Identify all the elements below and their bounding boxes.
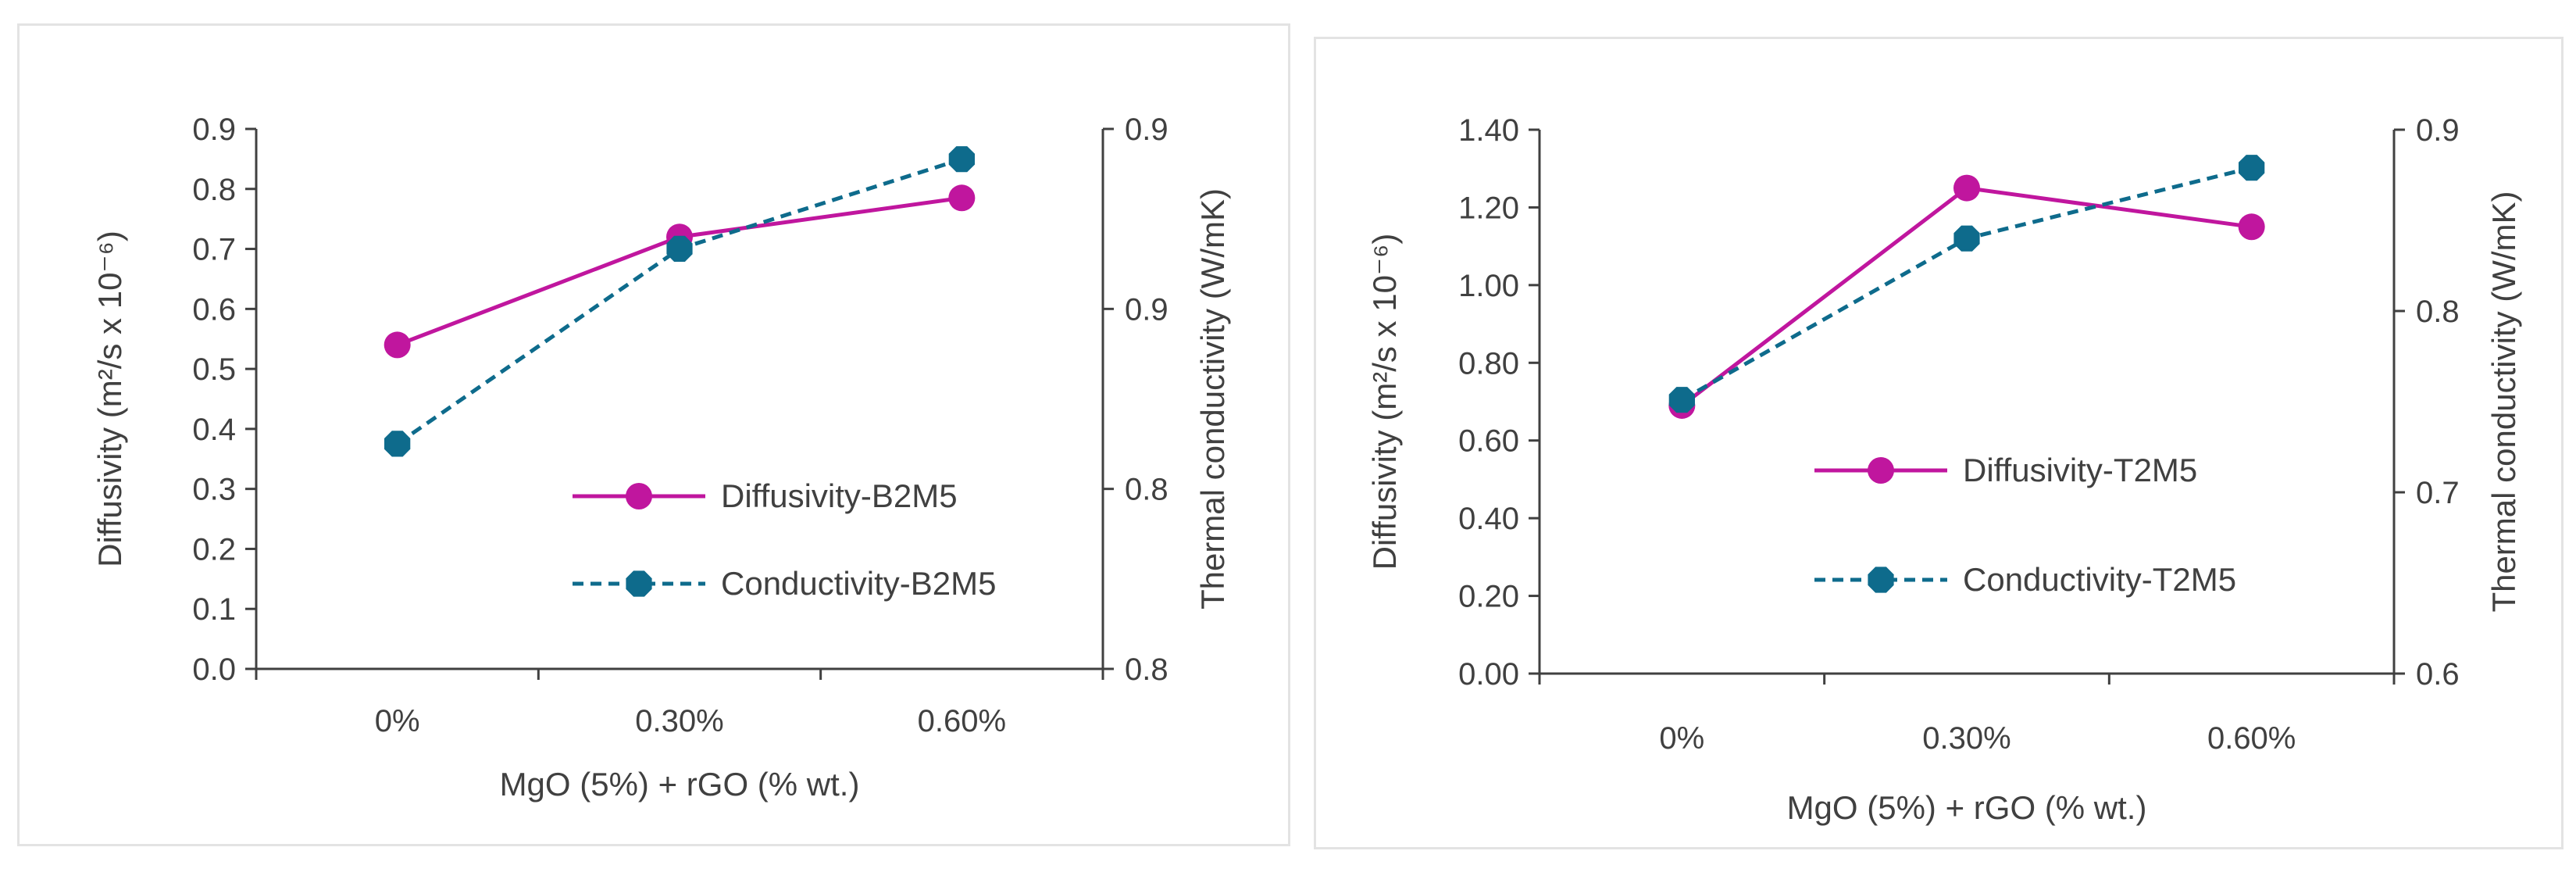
left-tick-label: 0.8 (192, 173, 236, 207)
x-tick-label: 0% (1659, 721, 1704, 756)
left-tick-label: 0.7 (192, 233, 236, 267)
x-tick-label: 0.30% (635, 704, 723, 738)
left-y-axis-title: Diffusivity (m²/s x 10⁻⁶) (1366, 234, 1403, 570)
left-tick-label: 0.5 (192, 352, 236, 387)
right-tick-label: 0.6 (2416, 657, 2460, 692)
right-y-axis-title: Thermal conductivity (W/mK) (2485, 191, 2522, 612)
left-y-axis-title: Diffusivity (m²/s x 10⁻⁶) (91, 231, 128, 567)
data-point-conductivity-b2m5 (948, 146, 975, 173)
series-line-diffusivity-t2m5 (1680, 185, 2253, 407)
x-tick-label: 0.60% (918, 704, 1006, 738)
left-tick-label: 0.4 (192, 413, 236, 447)
chart-panel-left: 0.0 0.1 0.2 0.3 0.4 0.5 0.6 0.7 0.8 0.9 0.8 0.8 0.9 0… (17, 23, 1290, 846)
left-tick-label: 0.40 (1458, 502, 1519, 536)
data-point-conductivity-b2m5 (666, 235, 693, 262)
right-tick-label: 0.7 (2416, 476, 2460, 510)
left-tick-label: 0.3 (192, 473, 236, 507)
right-y-axis-title: Thermal conductivity (W/mK) (1194, 188, 1231, 610)
data-point-conductivity-t2m5 (1668, 387, 1695, 413)
left-tick-label: 0.9 (192, 113, 236, 147)
left-tick-label: 1.20 (1458, 191, 1519, 225)
left-tick-label: 0.2 (192, 532, 236, 567)
legend-marker-diffusivity-t2m5 (1868, 457, 1894, 484)
left-tick-label: 0.00 (1458, 657, 1519, 692)
left-tick-label: 0.1 (192, 592, 236, 627)
chart-right-svg: 0.00 0.20 0.40 0.60 0.80 1.00 1.20 1.40 0.6 0.7 0.… (1366, 113, 2522, 826)
left-tick-label: 1.40 (1458, 113, 1519, 148)
right-tick-label: 0.9 (2416, 113, 2460, 148)
left-tick-label: 0.6 (192, 292, 236, 327)
left-tick-label: 0.60 (1458, 424, 1519, 459)
data-point-conductivity-t2m5 (2239, 155, 2265, 181)
left-tick-label: 1.00 (1458, 269, 1519, 303)
legend-label-diffusivity-t2m5: Diffusivity-T2M5 (1963, 452, 2197, 488)
chart-left-svg: 0.0 0.1 0.2 0.3 0.4 0.5 0.6 0.7 0.8 0.9 0.8 0.8 0.9 0… (91, 113, 1231, 803)
data-point-diffusivity-t2m5 (2238, 213, 2265, 241)
legend-label-conductivity-b2m5: Conductivity-B2M5 (721, 565, 996, 602)
legend-label-diffusivity-b2m5: Diffusivity-B2M5 (721, 477, 958, 514)
series-line-diffusivity-b2m5 (396, 195, 962, 347)
left-tick-label: 0.20 (1458, 580, 1519, 614)
series-line-conductivity-t2m5 (1681, 166, 2253, 402)
chart-panel-right: 0.00 0.20 0.40 0.60 0.80 1.00 1.20 1.40 0.6 0.7 0.… (1314, 37, 2564, 849)
right-tick-label: 0.9 (1125, 113, 1168, 147)
legend-marker-conductivity-b2m5 (626, 570, 652, 597)
x-tick-label: 0.60% (2207, 721, 2296, 756)
x-axis-title: MgO (5%) + rGO (% wt.) (1787, 789, 2147, 826)
x-tick-label: 0.30% (1922, 721, 2010, 756)
right-tick-label: 0.8 (1125, 652, 1168, 687)
legend-marker-diffusivity-b2m5 (626, 483, 652, 509)
series-line-conductivity-b2m5 (396, 157, 963, 445)
data-point-diffusivity-t2m5 (1953, 174, 1980, 202)
data-point-diffusivity-b2m5 (384, 331, 411, 359)
data-point-conductivity-t2m5 (1953, 225, 1980, 252)
x-axis-title: MgO (5%) + rGO (% wt.) (500, 766, 860, 803)
legend-marker-conductivity-t2m5 (1868, 567, 1894, 593)
right-tick-label: 0.9 (1125, 292, 1168, 327)
right-tick-label: 0.8 (1125, 473, 1168, 507)
legend-label-conductivity-t2m5: Conductivity-T2M5 (1963, 561, 2236, 598)
data-point-conductivity-b2m5 (384, 431, 411, 457)
left-tick-label: 0.80 (1458, 346, 1519, 381)
x-tick-label: 0% (375, 704, 420, 738)
left-tick-label: 0.0 (192, 652, 236, 687)
right-tick-label: 0.8 (2416, 295, 2460, 329)
data-point-diffusivity-b2m5 (948, 184, 976, 212)
